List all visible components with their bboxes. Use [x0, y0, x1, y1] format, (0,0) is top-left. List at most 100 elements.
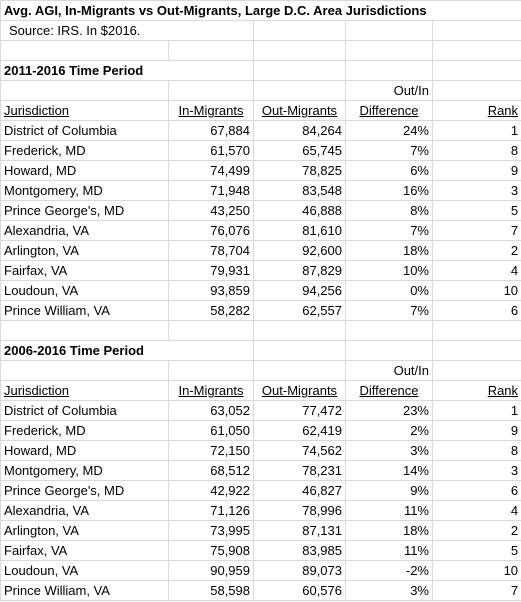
row: Alexandria, VA 71,126 78,996 11% 4 [0, 500, 521, 521]
cell [253, 320, 346, 341]
value-cell: 79,931 [168, 260, 254, 281]
value-cell: 63,052 [168, 400, 254, 421]
row: Source: IRS. In $2016. [0, 20, 521, 41]
value-cell: 74,562 [253, 440, 346, 461]
cell [345, 60, 433, 81]
value-cell: 7 [431, 220, 521, 241]
column-header-text: Rank [487, 383, 519, 398]
value-cell: 60,576 [253, 580, 346, 601]
cell [0, 360, 169, 381]
jurisdiction: Frederick, MD [0, 420, 169, 441]
cell [431, 320, 521, 341]
value-cell: 93,859 [168, 280, 254, 301]
row [0, 320, 521, 341]
value-cell: 71,948 [168, 180, 254, 201]
cell [168, 40, 254, 61]
column-header: Difference [345, 380, 433, 401]
value-cell: 78,825 [253, 160, 346, 181]
cell [0, 80, 169, 101]
title: Avg. AGI, In-Migrants vs Out-Migrants, L… [0, 0, 521, 21]
row: Arlington, VA 73,995 87,131 18% 2 [0, 520, 521, 541]
column-header-text: In-Migrants [178, 103, 244, 118]
value-cell: 42,922 [168, 480, 254, 501]
cell [431, 60, 521, 81]
value-cell: 87,829 [253, 260, 346, 281]
column-header-text: Jurisdiction [4, 383, 70, 398]
value-cell: 6% [345, 160, 433, 181]
value-cell: 10 [431, 560, 521, 581]
column-header: In-Migrants [168, 380, 254, 401]
cell [168, 80, 254, 101]
cell [431, 80, 521, 101]
value-cell: 3 [431, 460, 521, 481]
row: Prince George's, MD 43,250 46,888 8% 5 [0, 200, 521, 221]
value-cell: 5 [431, 200, 521, 221]
column-header: Jurisdiction [0, 380, 169, 401]
column-header-text: In-Migrants [178, 383, 244, 398]
value-cell: 0% [345, 280, 433, 301]
value-cell: 73,995 [168, 520, 254, 541]
value-cell: 71,126 [168, 500, 254, 521]
value-cell: 78,704 [168, 240, 254, 261]
value-cell: 81,610 [253, 220, 346, 241]
jurisdiction: Montgomery, MD [0, 460, 169, 481]
value-cell: 5 [431, 540, 521, 561]
jurisdiction: Fairfax, VA [0, 540, 169, 561]
value-cell: 9 [431, 160, 521, 181]
jurisdiction: Howard, MD [0, 440, 169, 461]
column-header: Out-Migrants [253, 100, 346, 121]
value-cell: 87,131 [253, 520, 346, 541]
cell [431, 340, 521, 361]
jurisdiction: Alexandria, VA [0, 220, 169, 241]
value-cell: 9% [345, 480, 433, 501]
value-cell: 7 [431, 580, 521, 601]
column-header-text: Difference [359, 383, 419, 398]
row: Fairfax, VA 75,908 83,985 11% 5 [0, 540, 521, 561]
value-cell: 74,499 [168, 160, 254, 181]
value-cell: 8 [431, 440, 521, 461]
value-cell: 83,548 [253, 180, 346, 201]
value-cell: 6 [431, 300, 521, 321]
period-title: 2011-2016 Time Period [0, 60, 254, 81]
value-cell: 11% [345, 500, 433, 521]
value-cell: 72,150 [168, 440, 254, 461]
cell [431, 360, 521, 381]
row: Avg. AGI, In-Migrants vs Out-Migrants, L… [0, 0, 521, 21]
column-header: Jurisdiction [0, 100, 169, 121]
value-cell: 3% [345, 440, 433, 461]
jurisdiction: District of Columbia [0, 400, 169, 421]
value-cell: 8% [345, 200, 433, 221]
value-cell: 92,600 [253, 240, 346, 261]
row: Out/In [0, 360, 521, 381]
jurisdiction: District of Columbia [0, 120, 169, 141]
value-cell: 4 [431, 260, 521, 281]
row: 2011-2016 Time Period [0, 60, 521, 81]
row: 2006-2016 Time Period [0, 340, 521, 361]
source: Source: IRS. In $2016. [0, 20, 254, 41]
value-cell: 78,231 [253, 460, 346, 481]
row: Montgomery, MD 68,512 78,231 14% 3 [0, 460, 521, 481]
value-cell: 89,073 [253, 560, 346, 581]
jurisdiction: Prince George's, MD [0, 200, 169, 221]
row: Frederick, MD 61,570 65,745 7% 8 [0, 140, 521, 161]
jurisdiction: Arlington, VA [0, 240, 169, 261]
value-cell: 10 [431, 280, 521, 301]
value-cell: 43,250 [168, 200, 254, 221]
value-cell: 65,745 [253, 140, 346, 161]
value-cell: 46,888 [253, 200, 346, 221]
value-cell: 90,959 [168, 560, 254, 581]
period-title: 2006-2016 Time Period [0, 340, 254, 361]
cell [345, 340, 433, 361]
value-cell: 7% [345, 220, 433, 241]
jurisdiction: Loudoun, VA [0, 280, 169, 301]
value-cell: 78,996 [253, 500, 346, 521]
column-header-text: Difference [359, 103, 419, 118]
value-cell: 62,419 [253, 420, 346, 441]
cell [168, 360, 254, 381]
value-cell: 9 [431, 420, 521, 441]
row: Prince William, VA 58,598 60,576 3% 7 [0, 580, 521, 601]
cell [345, 20, 433, 41]
row: Prince William, VA 58,282 62,557 7% 6 [0, 300, 521, 321]
